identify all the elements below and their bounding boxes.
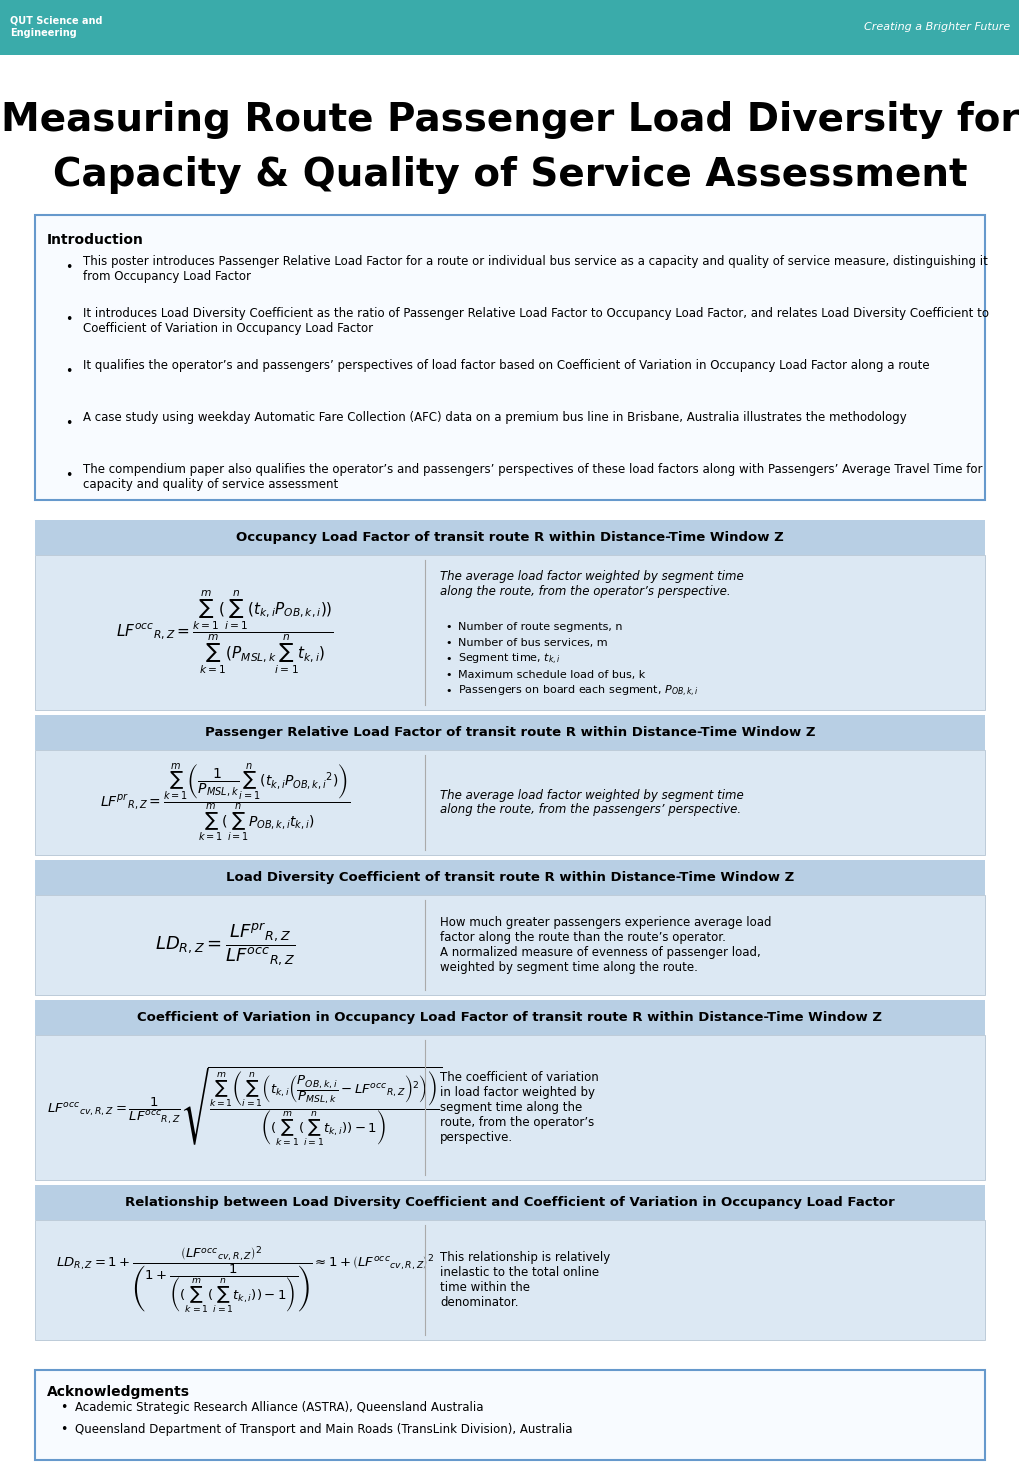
Text: The average load factor weighted by segment time
along the route, from the passe: The average load factor weighted by segm… [439, 788, 743, 816]
Text: Measuring Route Passenger Load Diversity for: Measuring Route Passenger Load Diversity… [1, 102, 1018, 138]
Text: Passengers on board each segment, $P_{OB,k,i}$: Passengers on board each segment, $P_{OB… [458, 683, 698, 698]
FancyBboxPatch shape [35, 860, 984, 896]
Text: This poster introduces Passenger Relative Load Factor for a route or individual : This poster introduces Passenger Relativ… [83, 255, 987, 283]
Text: Queensland Department of Transport and Main Roads (TransLink Division), Australi: Queensland Department of Transport and M… [75, 1423, 572, 1436]
Text: $LF^{occ}{}_{cv,R,Z} = \dfrac{1}{LF^{occ}{}_{R,Z}}\sqrt{\dfrac{\sum_{k=1}^{m}\le: $LF^{occ}{}_{cv,R,Z} = \dfrac{1}{LF^{occ… [47, 1066, 442, 1149]
Text: Capacity & Quality of Service Assessment: Capacity & Quality of Service Assessment [53, 156, 966, 194]
Text: Relationship between Load Diversity Coefficient and Coefficient of Variation in : Relationship between Load Diversity Coef… [125, 1196, 894, 1209]
Text: A case study using weekday Automatic Fare Collection (AFC) data on a premium bus: A case study using weekday Automatic Far… [83, 411, 906, 424]
FancyBboxPatch shape [0, 0, 1019, 55]
Text: •: • [444, 638, 451, 648]
FancyBboxPatch shape [35, 1370, 984, 1460]
FancyBboxPatch shape [35, 215, 984, 499]
Text: Segment time, $t_{k,i}$: Segment time, $t_{k,i}$ [458, 651, 560, 667]
Text: $LF^{pr}{}_{R,Z} = \dfrac{\sum_{k=1}^{m}\left(\dfrac{1}{P_{MSL,k}}\sum_{i=1}^{n}: $LF^{pr}{}_{R,Z} = \dfrac{\sum_{k=1}^{m}… [100, 762, 350, 844]
FancyBboxPatch shape [35, 750, 984, 854]
Text: $LD_{R,Z} = 1 + \dfrac{\left(LF^{occ}{}_{cv,R,Z}\right)^{2}}{\left(1 + \dfrac{1}: $LD_{R,Z} = 1 + \dfrac{\left(LF^{occ}{}_… [56, 1245, 434, 1315]
Text: •: • [65, 261, 72, 274]
Text: Coefficient of Variation in Occupancy Load Factor of transit route R within Dist: Coefficient of Variation in Occupancy Lo… [138, 1010, 881, 1024]
Text: This relationship is relatively
inelastic to the total online
time within the
de: This relationship is relatively inelasti… [439, 1251, 609, 1309]
Text: •: • [60, 1401, 67, 1414]
FancyBboxPatch shape [35, 896, 984, 994]
Text: •: • [60, 1423, 67, 1436]
Text: Number of bus services, m: Number of bus services, m [458, 638, 607, 648]
Text: •: • [65, 417, 72, 430]
Text: $LF^{occ}{}_{R,Z} = \dfrac{\sum_{k=1}^{m}(\sum_{i=1}^{n}(t_{k,i}P_{OB,k,i}))}{\s: $LF^{occ}{}_{R,Z} = \dfrac{\sum_{k=1}^{m… [116, 589, 333, 676]
Text: •: • [65, 312, 72, 326]
Text: How much greater passengers experience average load
factor along the route than : How much greater passengers experience a… [439, 916, 770, 974]
Text: •: • [444, 622, 451, 632]
Text: Academic Strategic Research Alliance (ASTRA), Queensland Australia: Academic Strategic Research Alliance (AS… [75, 1401, 483, 1414]
Text: It qualifies the operator’s and passengers’ perspectives of load factor based on: It qualifies the operator’s and passenge… [83, 359, 928, 373]
Text: Number of route segments, n: Number of route segments, n [458, 622, 622, 632]
FancyBboxPatch shape [35, 1036, 984, 1180]
Text: $LD_{R,Z} = \dfrac{LF^{pr}{}_{R,Z}}{LF^{occ}{}_{R,Z}}$: $LD_{R,Z} = \dfrac{LF^{pr}{}_{R,Z}}{LF^{… [155, 922, 294, 968]
Text: Acknowledgments: Acknowledgments [47, 1385, 190, 1399]
Text: Introduction: Introduction [47, 233, 144, 247]
Text: Passenger Relative Load Factor of transit route R within Distance-Time Window Z: Passenger Relative Load Factor of transi… [205, 726, 814, 739]
Text: The coefficient of variation
in load factor weighted by
segment time along the
r: The coefficient of variation in load fac… [439, 1071, 598, 1145]
Text: •: • [444, 670, 451, 681]
FancyBboxPatch shape [35, 555, 984, 710]
Text: It introduces Load Diversity Coefficient as the ratio of Passenger Relative Load: It introduces Load Diversity Coefficient… [83, 306, 988, 334]
FancyBboxPatch shape [35, 714, 984, 750]
Text: The compendium paper also qualifies the operator’s and passengers’ perspectives : The compendium paper also qualifies the … [83, 463, 981, 491]
Text: •: • [444, 686, 451, 697]
Text: •: • [444, 654, 451, 664]
Text: The average load factor weighted by segment time
along the route, from the opera: The average load factor weighted by segm… [439, 570, 743, 598]
Text: Creating a Brighter Future: Creating a Brighter Future [863, 22, 1009, 32]
FancyBboxPatch shape [35, 520, 984, 555]
Text: QUT Science and
Engineering: QUT Science and Engineering [10, 16, 102, 38]
Text: Occupancy Load Factor of transit route R within Distance-Time Window Z: Occupancy Load Factor of transit route R… [235, 530, 784, 544]
FancyBboxPatch shape [35, 1220, 984, 1340]
Text: Load Diversity Coefficient of transit route R within Distance-Time Window Z: Load Diversity Coefficient of transit ro… [225, 871, 794, 884]
Text: •: • [65, 468, 72, 482]
FancyBboxPatch shape [35, 1000, 984, 1036]
Text: •: • [65, 365, 72, 379]
Text: Maximum schedule load of bus, k: Maximum schedule load of bus, k [458, 670, 645, 681]
FancyBboxPatch shape [35, 1184, 984, 1220]
